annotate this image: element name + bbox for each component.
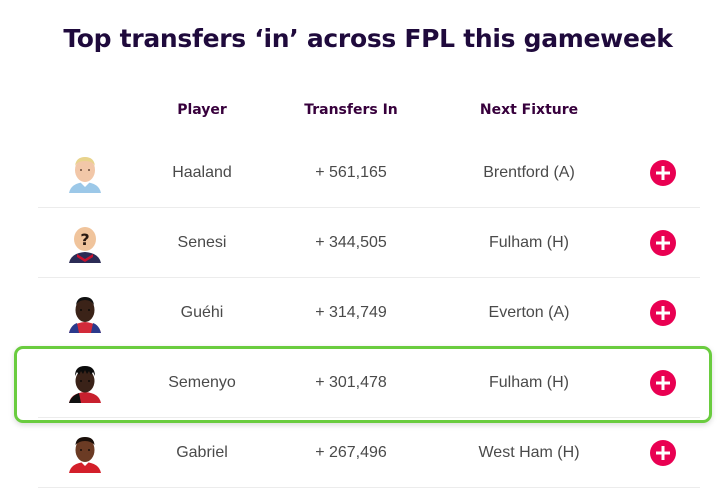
column-header-next-fixture: Next Fixture [479,102,579,118]
add-player-button[interactable] [650,230,676,256]
player-name: Senesi [177,234,227,251]
column-header-player: Player [177,102,227,118]
transfers-in-value: + 267,496 [315,444,387,461]
transfers-in-value: + 301,478 [315,374,387,391]
next-fixture: West Ham (H) [478,444,580,461]
add-player-button[interactable] [650,440,676,466]
gabriel-avatar-icon [69,437,101,473]
player-name: Gabriel [176,444,228,461]
guehi-avatar-icon [69,297,101,333]
placeholder-question-avatar-icon: ? [69,227,101,263]
table-header: Player Transfers In Next Fixture [0,102,724,122]
table-row: Haaland + 561,165 Brentford (A) [38,138,700,208]
add-player-button[interactable] [650,160,676,186]
row-divider [38,487,700,488]
next-fixture: Everton (A) [488,304,570,321]
row-divider [38,417,700,418]
next-fixture: Brentford (A) [483,164,575,181]
transfers-in-value: + 314,749 [315,304,387,321]
table-row: Semenyo + 301,478 Fulham (H) [38,348,700,418]
transfers-in-value: + 344,505 [315,234,387,251]
row-divider [38,207,700,208]
svg-text:?: ? [80,230,89,249]
table-row: Gabriel + 267,496 West Ham (H) [38,418,700,488]
next-fixture: Fulham (H) [488,234,570,251]
table-row: Guéhi + 314,749 Everton (A) [38,278,700,348]
add-player-button[interactable] [650,300,676,326]
semenyo-avatar-icon [69,366,101,403]
haaland-avatar-icon [69,157,101,193]
column-header-transfers-in: Transfers In [304,102,398,118]
next-fixture: Fulham (H) [488,374,570,391]
player-name: Guéhi [180,304,224,321]
table-row: ? Senesi + 344,505 Fulham (H) [38,208,700,278]
player-name: Semenyo [168,374,236,391]
page-title: Top transfers ‘in’ across FPL this gamew… [63,24,673,53]
player-name: Haaland [172,164,232,181]
transfers-in-value: + 561,165 [315,164,387,181]
add-player-button[interactable] [650,370,676,396]
row-divider [38,277,700,278]
